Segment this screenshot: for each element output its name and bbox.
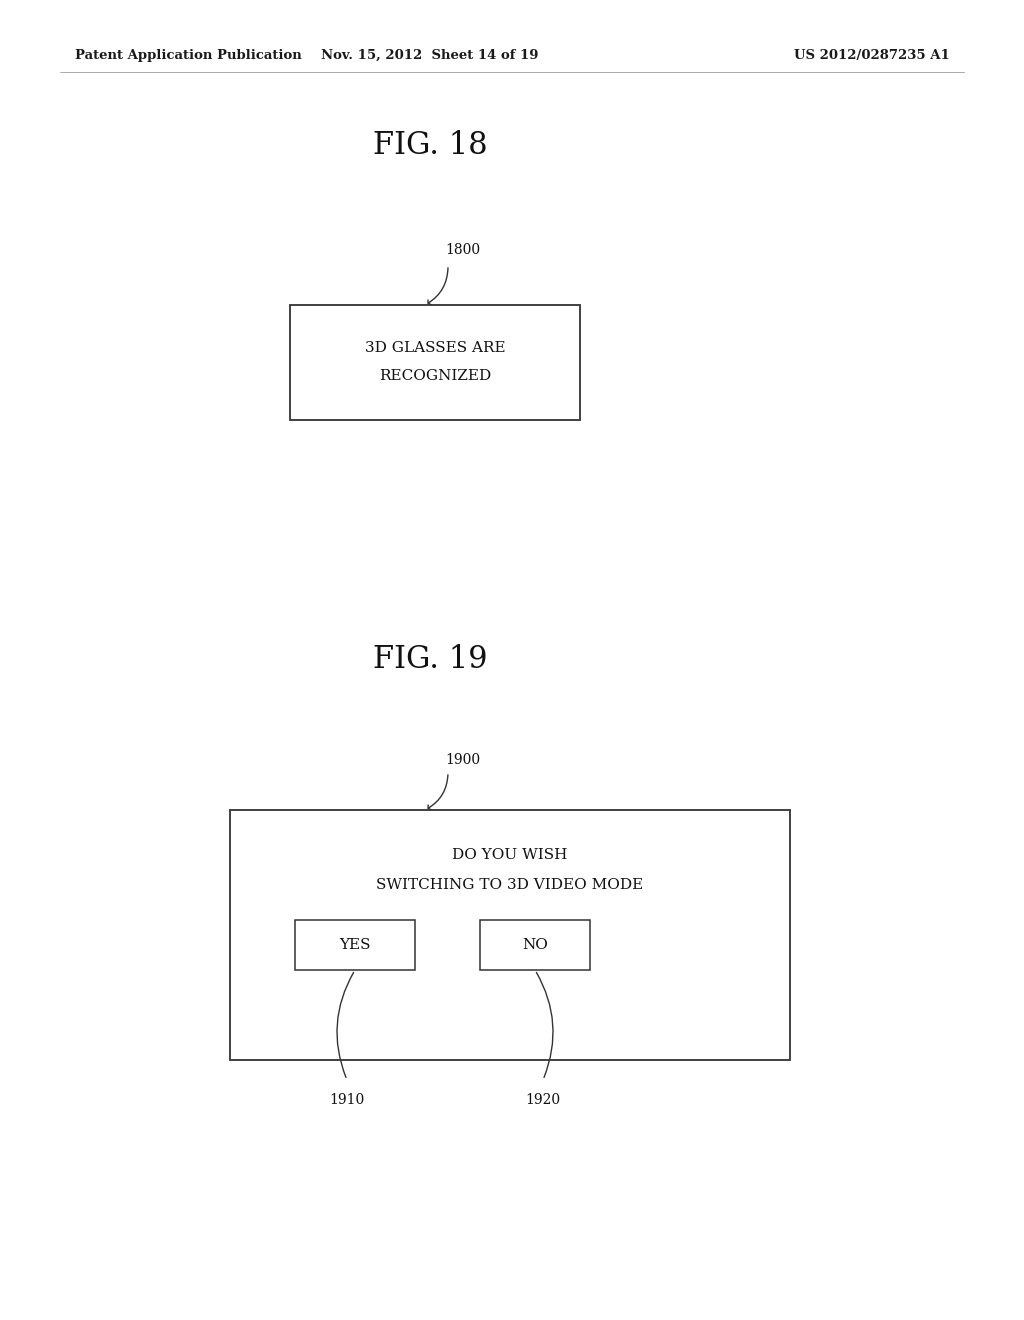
Text: RECOGNIZED: RECOGNIZED: [379, 370, 492, 384]
Text: 3D GLASSES ARE: 3D GLASSES ARE: [365, 342, 505, 355]
Text: DO YOU WISH: DO YOU WISH: [453, 847, 567, 862]
Text: US 2012/0287235 A1: US 2012/0287235 A1: [795, 49, 950, 62]
Bar: [480, 920, 590, 970]
Text: 1800: 1800: [445, 243, 480, 257]
Text: 1910: 1910: [330, 1093, 365, 1107]
Text: SWITCHING TO 3D VIDEO MODE: SWITCHING TO 3D VIDEO MODE: [377, 878, 644, 892]
Text: FIG. 18: FIG. 18: [373, 129, 487, 161]
Bar: [230, 810, 790, 1060]
Text: Nov. 15, 2012  Sheet 14 of 19: Nov. 15, 2012 Sheet 14 of 19: [322, 49, 539, 62]
Text: FIG. 19: FIG. 19: [373, 644, 487, 676]
Text: NO: NO: [522, 939, 548, 952]
Bar: [295, 920, 415, 970]
Text: YES: YES: [339, 939, 371, 952]
Text: 1900: 1900: [445, 752, 480, 767]
Text: 1920: 1920: [525, 1093, 560, 1107]
Text: Patent Application Publication: Patent Application Publication: [75, 49, 302, 62]
Bar: [290, 305, 580, 420]
